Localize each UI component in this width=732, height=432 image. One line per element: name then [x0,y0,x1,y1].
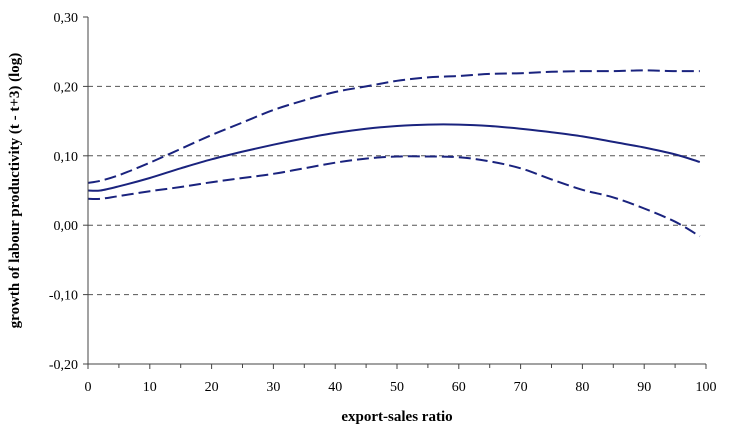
x-tick-label: 20 [205,380,219,395]
x-tick-label: 100 [696,380,717,395]
x-tick-label: 50 [390,380,404,395]
x-tick-label: 90 [637,380,651,395]
tick-marks [83,16,707,369]
x-tick-label: 30 [266,380,280,395]
x-axis-title: export-sales ratio [341,409,452,425]
estimate-line [87,123,701,192]
y-axis-title: growth of labour productivity (t - t+3) … [7,53,23,329]
y-tick-label: -0,10 [49,289,78,304]
axes [87,17,706,365]
series-lines [87,69,701,238]
y-tick-label: 0,30 [54,11,79,26]
x-tick-label: 40 [328,380,342,395]
gridlines [88,85,706,296]
y-tick-label: 0,00 [54,219,79,234]
confidence-band-line [87,69,700,184]
y-tick-label: 0,20 [54,80,79,95]
confidence-band-line [87,155,701,238]
x-tick-label: 70 [514,380,528,395]
x-tick-label: 60 [452,380,466,395]
tick-labels: -0,20 -0,10 0,00 0,10 0,20 0,30 0 10 20 30 40 50 60 7… [49,11,717,395]
x-tick-label: 80 [575,380,589,395]
y-tick-label: 0,10 [54,150,79,165]
y-tick-label: -0,20 [49,358,78,373]
x-tick-label: 10 [143,380,157,395]
x-tick-label: 0 [85,380,92,395]
